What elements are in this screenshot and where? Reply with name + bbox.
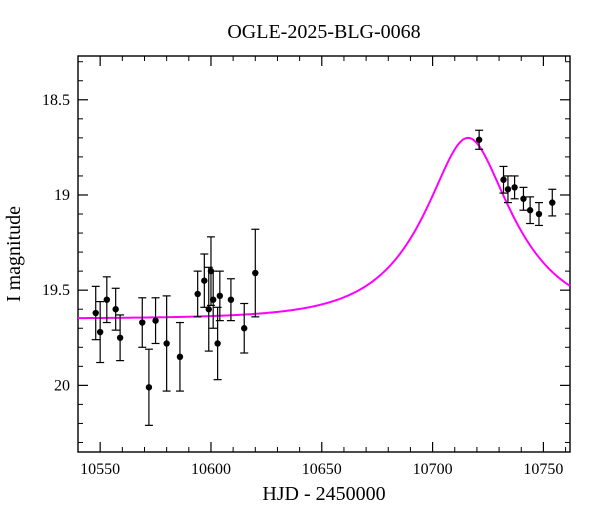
data-point bbox=[241, 325, 247, 331]
data-point bbox=[536, 211, 542, 217]
y-tick-label: 19 bbox=[54, 187, 70, 204]
data-point bbox=[146, 384, 152, 390]
y-tick-label: 18.5 bbox=[42, 92, 70, 109]
data-point bbox=[206, 306, 212, 312]
data-point bbox=[214, 340, 220, 346]
lightcurve-plot: 10550 10600 10650 10700 10750 18.5 19 19.5 20 OGL… bbox=[0, 0, 600, 512]
data-point bbox=[549, 199, 555, 205]
x-tick-label: 10750 bbox=[523, 461, 563, 478]
data-point bbox=[217, 293, 223, 299]
data-point bbox=[201, 277, 207, 283]
data-point bbox=[139, 319, 145, 325]
data-point bbox=[194, 291, 200, 297]
data-point bbox=[228, 296, 234, 302]
x-tick-label: 10600 bbox=[191, 461, 231, 478]
data-point bbox=[520, 196, 526, 202]
data-point bbox=[117, 335, 123, 341]
x-tick-label: 10550 bbox=[80, 461, 120, 478]
data-point bbox=[152, 317, 158, 323]
data-point bbox=[93, 310, 99, 316]
data-point bbox=[476, 137, 482, 143]
data-point bbox=[252, 270, 258, 276]
x-tick-label: 10650 bbox=[302, 461, 342, 478]
data-point bbox=[97, 329, 103, 335]
data-point bbox=[177, 354, 183, 360]
data-point bbox=[210, 296, 216, 302]
chart-title: OGLE-2025-BLG-0068 bbox=[227, 21, 420, 43]
y-tick-label: 20 bbox=[54, 377, 70, 394]
data-point bbox=[500, 177, 506, 183]
x-axis-label: HJD - 2450000 bbox=[262, 483, 385, 505]
data-point bbox=[505, 186, 511, 192]
data-point bbox=[104, 296, 110, 302]
data-point bbox=[112, 306, 118, 312]
y-axis-label: I magnitude bbox=[3, 206, 25, 302]
data-point bbox=[163, 340, 169, 346]
data-point bbox=[527, 207, 533, 213]
chart-container: 10550 10600 10650 10700 10750 18.5 19 19.5 20 OGL… bbox=[0, 0, 600, 512]
x-tick-label: 10700 bbox=[413, 461, 453, 478]
y-tick-label: 19.5 bbox=[42, 282, 70, 299]
data-point bbox=[511, 184, 517, 190]
